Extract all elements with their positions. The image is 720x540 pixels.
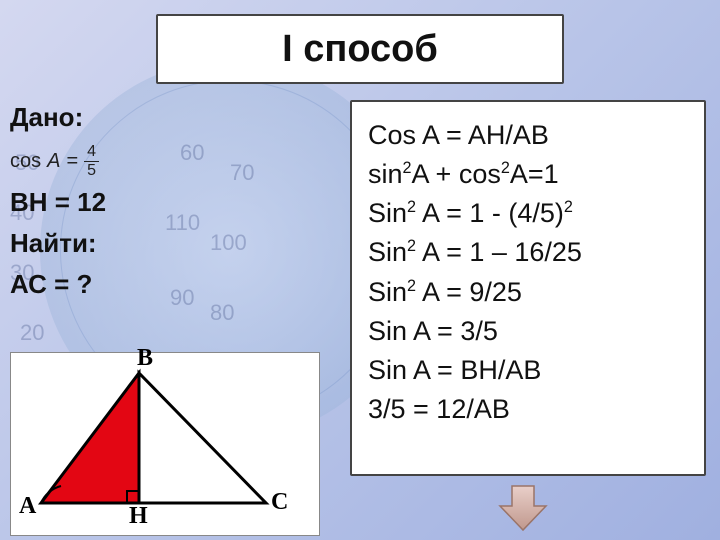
tick: 110	[165, 210, 200, 236]
given-bh: ВН = 12	[10, 185, 160, 220]
triangle-abh	[41, 373, 139, 503]
solution-line: Sin2 A = 9/25	[368, 273, 688, 312]
solution-line: 3/5 = 12/AB	[368, 390, 688, 429]
vertex-b: B	[137, 345, 153, 372]
tick: 20	[20, 320, 44, 346]
page-title: I способ	[282, 28, 438, 71]
tick: 80	[210, 300, 234, 326]
cos-text: cos	[10, 148, 41, 175]
tick: 70	[230, 160, 254, 186]
find-label: Найти:	[10, 226, 160, 261]
find-ac: АС = ?	[10, 267, 160, 302]
cos-equation: cos A = 4 5	[10, 144, 99, 179]
tick: 60	[180, 140, 204, 166]
tick: 90	[170, 285, 194, 311]
frac-num: 4	[84, 144, 99, 160]
solution-line: Sin2 A = 1 – 16/25	[368, 233, 688, 272]
cos-var: A	[47, 148, 60, 175]
triangle-diagram: A B H C	[10, 352, 320, 536]
tick: 100	[210, 230, 247, 256]
down-arrow-icon	[498, 484, 548, 532]
solution-line: Sin2 A = 1 - (4/5)2	[368, 194, 688, 233]
triangle-bhc	[139, 373, 266, 503]
given-block: Дано: cos A = 4 5 ВН = 12 Найти: АС = ?	[10, 100, 160, 308]
solution-line: Sin A = 3/5	[368, 312, 688, 351]
given-label: Дано:	[10, 100, 160, 135]
solution-line: Cos A = AH/AB	[368, 116, 688, 155]
vertex-h: H	[129, 503, 148, 530]
frac-den: 5	[84, 163, 99, 179]
eq-sign: =	[66, 148, 78, 175]
title-box: I способ	[156, 14, 564, 84]
vertex-c: C	[271, 489, 288, 516]
vertex-a: A	[19, 493, 36, 520]
fraction: 4 5	[84, 144, 99, 179]
solution-line: Sin A = BH/AB	[368, 351, 688, 390]
solution-box: Cos A = AH/AB sin2A + cos2A=1 Sin2 A = 1…	[350, 100, 706, 476]
solution-line: sin2A + cos2A=1	[368, 155, 688, 194]
